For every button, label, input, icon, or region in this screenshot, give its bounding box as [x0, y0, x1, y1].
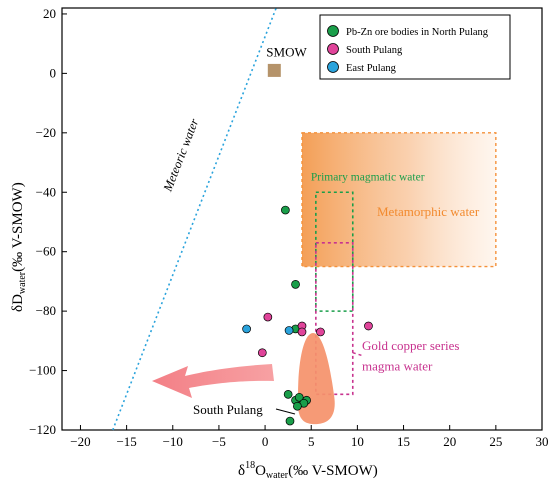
gold-copper-label-line2: magma water [362, 359, 433, 374]
data-point-series-0 [285, 416, 295, 426]
x-tick-label: −5 [212, 434, 226, 449]
y-tick-label: 20 [43, 6, 56, 21]
x-tick-label: 25 [489, 434, 502, 449]
legend-box [319, 14, 511, 80]
data-point-series-0 [294, 392, 304, 402]
x-axis-title: δ18Owater(‰ V-SMOW) [238, 460, 378, 481]
data-point-series-1 [263, 312, 273, 322]
data-point-series-0 [293, 401, 302, 411]
data-point-series-0 [291, 280, 300, 289]
smow-marker [267, 63, 281, 77]
y-tick-label: −60 [36, 244, 56, 259]
smow-label: SMOW [266, 44, 307, 59]
data-point-series-2 [242, 324, 251, 334]
legend-marker-south-pulang [327, 43, 339, 55]
south-pulang-leader-line [275, 408, 296, 415]
y-tick-label: 0 [50, 65, 57, 80]
x-tick-label: −15 [116, 434, 136, 449]
metamorphic-water-label: Metamorphic water [377, 204, 480, 219]
data-point-series-1 [316, 327, 325, 337]
x-tick-label: 0 [262, 434, 269, 449]
axis-ticks: −20 −15 −10 −5 0 5 10 15 20 25 30 20 0 −20 −40 −60 −80 −1… [29, 6, 548, 449]
meteoric-water-line [112, 7, 277, 431]
gold-copper-magma-water-region [315, 241, 354, 396]
legend-label-south-pulang: South Pulang [346, 45, 403, 56]
x-tick-label: −10 [163, 434, 183, 449]
data-point-series-0 [281, 205, 290, 215]
y-tick-label: −80 [36, 303, 56, 318]
plot-frame [61, 7, 543, 431]
legend-marker-east-pulang [327, 61, 339, 73]
trend-arrow [152, 364, 274, 398]
x-tick-label: −20 [70, 434, 90, 449]
gold-copper-label-line1: Gold copper series [362, 338, 459, 353]
y-axis-title: δDwater(‰ V-SMOW) [10, 182, 28, 312]
y-tick-label: −20 [36, 125, 56, 140]
data-point-series-1 [297, 327, 307, 337]
data-point-series-2 [284, 326, 294, 335]
x-tick-label: 5 [308, 434, 315, 449]
legend: Pb-Zn ore bodies in North Pulang South P… [319, 14, 511, 80]
data-point-series-0 [283, 389, 293, 399]
gold-copper-leader-line [352, 352, 363, 357]
x-tick-label: 15 [397, 434, 410, 449]
south-pulang-region [297, 333, 335, 425]
data-point-series-1 [257, 348, 267, 358]
x-tick-label: 30 [536, 434, 549, 449]
meteoric-water-label: Meteoric water [160, 117, 201, 195]
legend-marker-north-pulang [327, 25, 339, 37]
y-tick-label: −40 [36, 184, 56, 199]
data-point-series-1 [364, 321, 373, 331]
x-tick-label: 20 [443, 434, 456, 449]
metamorphic-water-region [301, 132, 497, 268]
primary-magmatic-water-label: Primary magmatic water [311, 171, 425, 183]
data-points [242, 205, 373, 426]
x-tick-label: 10 [351, 434, 364, 449]
y-tick-label: −100 [29, 363, 56, 378]
south-pulang-label: South Pulang [193, 402, 263, 417]
legend-label-east-pulang: East Pulang [346, 63, 397, 74]
y-tick-label: −120 [29, 422, 56, 437]
legend-label-north-pulang: Pb-Zn ore bodies in North Pulang [346, 27, 489, 38]
